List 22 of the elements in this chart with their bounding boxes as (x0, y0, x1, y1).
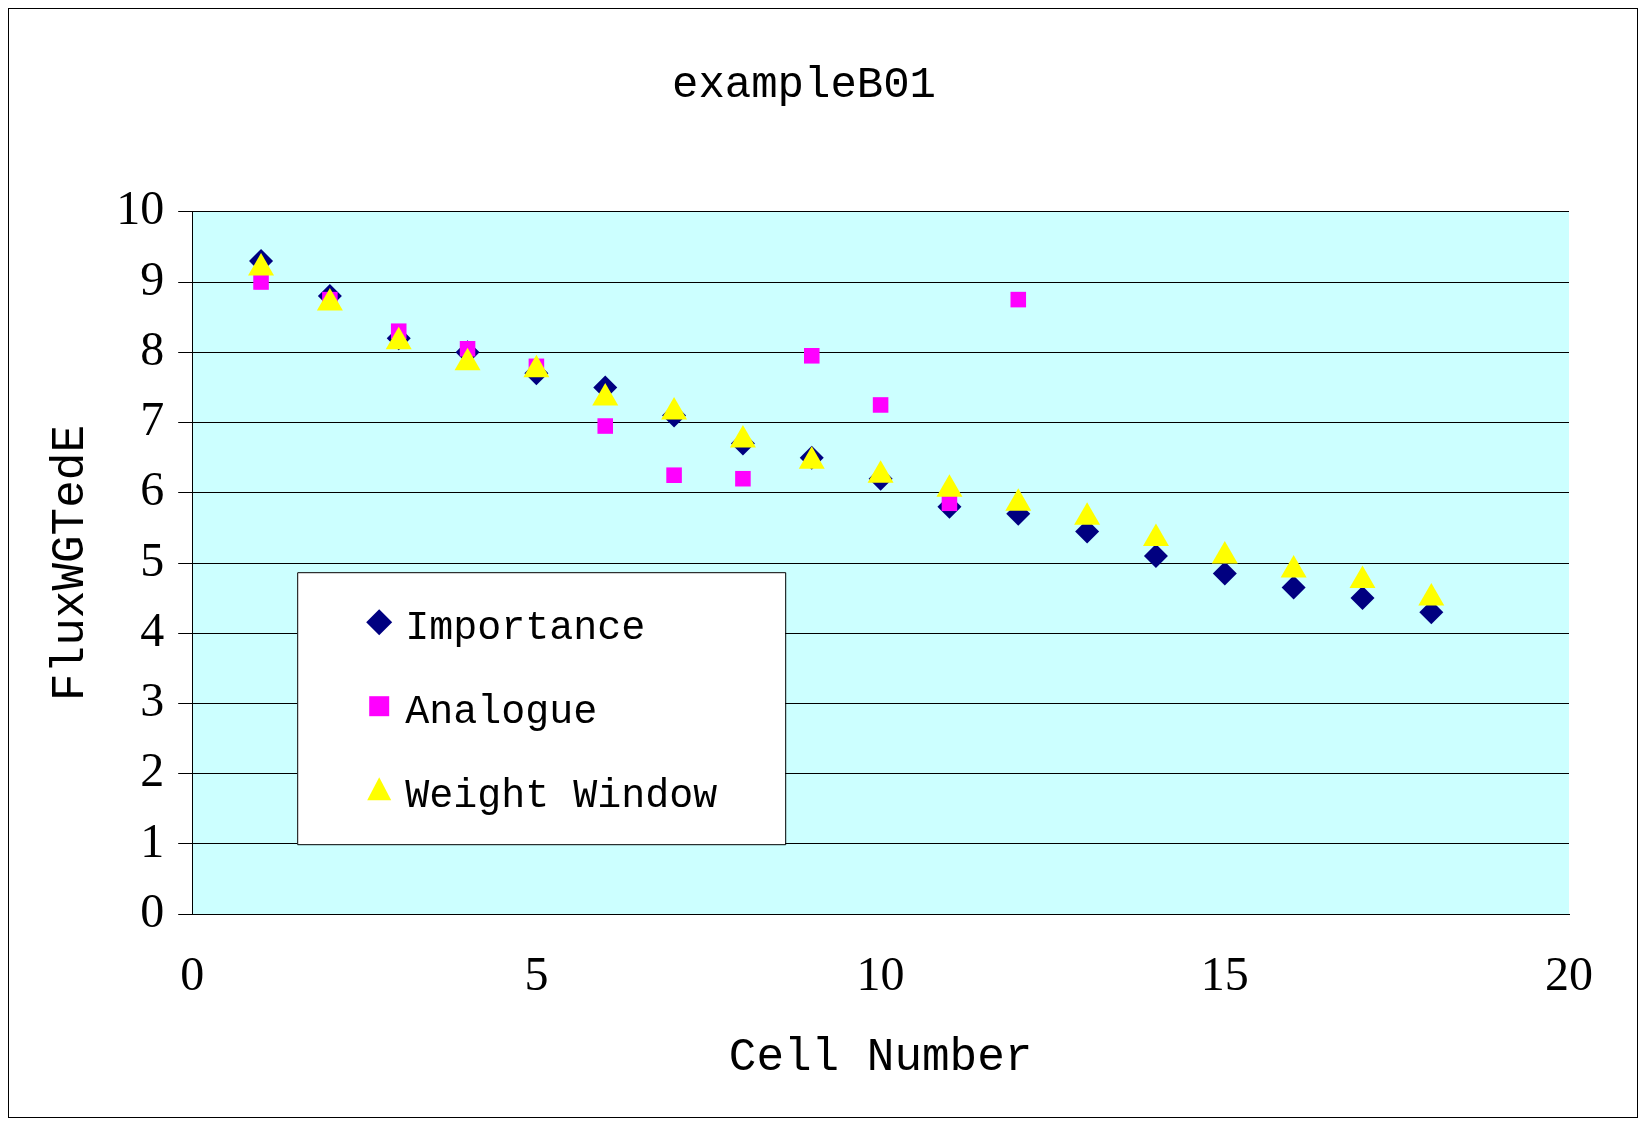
x-tick-label: 5 (524, 946, 549, 1000)
y-tick-label: 7 (140, 392, 165, 446)
chart-title: exampleB01 (671, 60, 937, 111)
y-tick-label: 6 (140, 462, 165, 516)
y-tick-label: 10 (116, 181, 165, 235)
y-tick-label: 5 (140, 532, 165, 586)
y-tick-label: 8 (140, 321, 165, 375)
legend-label: Analogue (405, 689, 598, 735)
y-tick-label: 2 (140, 743, 165, 797)
y-tick-label: 1 (140, 813, 165, 867)
x-tick-label: 15 (1200, 946, 1249, 1000)
legend-label: Importance (405, 605, 646, 651)
y-axis-title: FluxWGTedE (44, 424, 97, 702)
x-tick-label: 10 (856, 946, 905, 1000)
y-tick-label: 9 (140, 251, 165, 305)
y-tick-label: 4 (140, 602, 165, 656)
legend-label: Weight Window (405, 773, 718, 819)
x-tick-label: 20 (1545, 946, 1593, 1000)
x-tick-label: 0 (180, 946, 205, 1000)
y-tick-label: 3 (140, 673, 165, 727)
y-tick-label: 0 (140, 883, 165, 937)
x-axis-title: Cell Number (728, 1031, 1033, 1084)
